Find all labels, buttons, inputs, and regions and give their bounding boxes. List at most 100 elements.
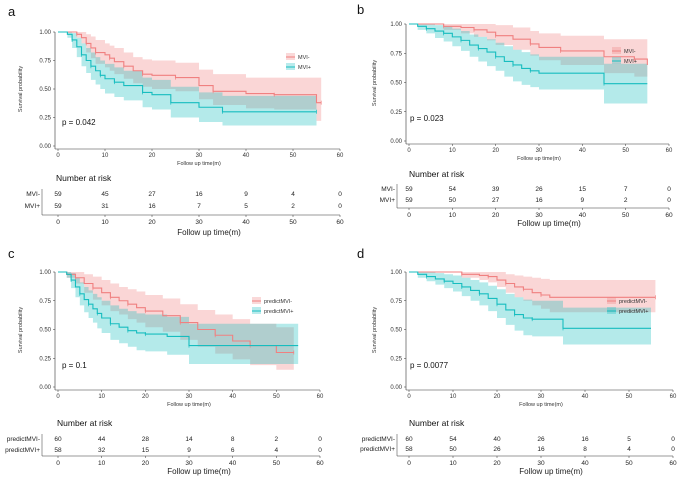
panel-c: c0.000.250.500.751.000 10 20 30 40 50 60Follow… — [5, 246, 324, 476]
legend-label: predictMVI- — [619, 299, 647, 305]
risk-x-tick-label: 50 — [622, 212, 630, 219]
p-value: p = 0.023 — [410, 114, 444, 123]
risk-x-tick-label: 20 — [493, 460, 501, 467]
risk-value: 9 — [187, 447, 191, 454]
risk-value: 32 — [98, 447, 106, 454]
risk-table-title: Number at risk — [409, 169, 465, 179]
risk-x-tick-label: 60 — [665, 212, 673, 219]
x-tick-label: 10 — [450, 394, 457, 400]
risk-value: 50 — [449, 446, 457, 453]
risk-value: 4 — [627, 446, 631, 453]
risk-x-tick-label: 50 — [625, 460, 633, 467]
risk-value: 0 — [671, 446, 675, 453]
x-tick-label: 40 — [579, 148, 586, 154]
panel-a: a0.000.250.500.751.000 10 20 30 40 50 60Follow… — [8, 4, 344, 237]
risk-value: 0 — [667, 186, 671, 193]
x-axis-label: Follow up time(m) — [177, 161, 221, 167]
y-tick-label: 0.50 — [390, 328, 402, 334]
y-tick-label: 0.00 — [39, 385, 51, 391]
risk-value: 14 — [185, 436, 193, 443]
x-tick-label: 30 — [536, 148, 543, 154]
risk-value: 0 — [338, 203, 342, 210]
risk-value: 5 — [244, 203, 248, 210]
risk-value: 8 — [231, 436, 235, 443]
risk-x-tick-label: 20 — [142, 460, 150, 467]
x-tick-label: 20 — [149, 153, 156, 159]
risk-value: 0 — [671, 436, 675, 443]
x-tick-label: 30 — [186, 394, 193, 400]
risk-value: 15 — [579, 186, 587, 193]
panel-letter: a — [8, 4, 16, 19]
risk-x-tick-label: 30 — [537, 460, 545, 467]
risk-x-tick-label: 40 — [242, 219, 250, 226]
y-tick-label: 0.00 — [390, 139, 402, 145]
risk-value: 0 — [318, 436, 322, 443]
y-tick-label: 0.75 — [39, 59, 51, 65]
x-tick-label: 20 — [142, 394, 149, 400]
risk-x-tick-label: 30 — [535, 212, 543, 219]
risk-value: 5 — [627, 436, 631, 443]
y-tick-label: 1.00 — [390, 270, 402, 276]
risk-value: 9 — [581, 197, 585, 204]
panel-b: b0.000.250.500.751.000 10 20 30 40 50 60Follow… — [357, 2, 673, 228]
risk-value: 40 — [493, 436, 501, 443]
y-tick-label: 0.75 — [390, 299, 402, 305]
risk-value: 7 — [197, 203, 201, 210]
risk-row-label: MVI+ — [380, 197, 396, 204]
risk-value: 0 — [667, 197, 671, 204]
risk-x-tick-label: 60 — [316, 460, 324, 467]
risk-value: 16 — [195, 191, 203, 198]
risk-value: 6 — [231, 447, 235, 454]
y-tick-label: 0.75 — [39, 299, 51, 305]
y-tick-label: 1.00 — [39, 30, 51, 36]
risk-value: 0 — [318, 447, 322, 454]
legend-label: predictMVI+ — [264, 309, 294, 315]
risk-value: 4 — [275, 447, 279, 454]
risk-value: 7 — [624, 186, 628, 193]
risk-value: 26 — [535, 186, 543, 193]
panel-letter: d — [357, 246, 364, 261]
risk-x-tick-label: 60 — [669, 460, 677, 467]
risk-x-tick-label: 20 — [492, 212, 500, 219]
p-value: p = 0.042 — [62, 118, 96, 127]
panel-d: d0.000.250.500.751.000 10 20 30 40 50 60Follow… — [357, 246, 677, 476]
risk-x-tick-label: 10 — [101, 219, 109, 226]
risk-value: 16 — [535, 197, 543, 204]
risk-table-title: Number at risk — [409, 418, 465, 428]
legend-label: predictMVI- — [264, 299, 292, 305]
risk-x-tick-label: 10 — [449, 212, 457, 219]
x-axis-label: Follow up time(m) — [167, 402, 211, 408]
risk-value: 0 — [338, 191, 342, 198]
panel-letter: b — [357, 2, 364, 17]
risk-x-tick-label: 60 — [336, 219, 344, 226]
risk-x-axis-label: Follow up time(m) — [177, 228, 241, 237]
risk-value: 2 — [275, 436, 279, 443]
confidence-band — [58, 32, 317, 126]
survival-curve — [409, 23, 648, 65]
risk-value: 59 — [54, 203, 62, 210]
x-tick-label: 50 — [626, 394, 633, 400]
x-tick-label: 0 — [56, 153, 60, 159]
survival-curve — [58, 31, 317, 113]
risk-row-label: predictMVI+ — [5, 447, 40, 454]
risk-value: 16 — [537, 446, 545, 453]
risk-value: 27 — [148, 191, 156, 198]
x-axis-label: Follow up time(m) — [517, 156, 561, 162]
risk-value: 28 — [142, 436, 150, 443]
risk-value: 59 — [54, 191, 62, 198]
risk-x-tick-label: 50 — [273, 460, 281, 467]
y-tick-label: 0.00 — [390, 385, 402, 391]
risk-value: 54 — [449, 186, 457, 193]
risk-value: 4 — [291, 191, 295, 198]
y-tick-label: 0.25 — [39, 116, 51, 122]
risk-x-tick-label: 0 — [56, 219, 60, 226]
x-axis-label: Follow up time(m) — [519, 402, 563, 408]
legend-label: MVI- — [624, 49, 636, 55]
x-tick-label: 40 — [582, 394, 589, 400]
risk-x-axis-label: Follow up time(m) — [167, 467, 231, 476]
risk-x-tick-label: 40 — [229, 460, 237, 467]
risk-table-title: Number at risk — [56, 173, 112, 183]
x-tick-label: 30 — [538, 394, 545, 400]
risk-x-tick-label: 20 — [148, 219, 156, 226]
legend-label: predictMVI+ — [619, 309, 649, 315]
